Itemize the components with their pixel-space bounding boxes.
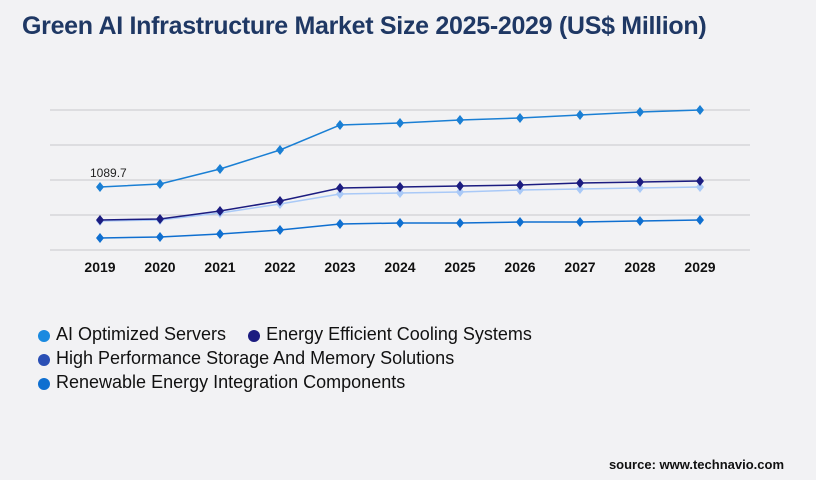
x-tick-label: 2025 bbox=[444, 259, 475, 275]
legend-label: Energy Efficient Cooling Systems bbox=[266, 323, 532, 344]
data-point bbox=[276, 195, 284, 206]
data-point bbox=[576, 110, 584, 121]
data-point bbox=[396, 218, 404, 229]
data-point bbox=[216, 205, 224, 216]
data-point bbox=[456, 187, 464, 198]
data-label: 1089.7 bbox=[90, 166, 127, 180]
data-point bbox=[696, 215, 704, 225]
legend-item-renewable: Renewable Energy Integration Components bbox=[38, 372, 405, 393]
data-point bbox=[516, 180, 524, 191]
data-point bbox=[156, 178, 164, 189]
data-point bbox=[456, 115, 464, 125]
data-point bbox=[456, 181, 464, 192]
data-point bbox=[576, 184, 584, 195]
data-point bbox=[396, 181, 404, 192]
data-point bbox=[696, 175, 704, 186]
data-point bbox=[216, 164, 224, 175]
data-point bbox=[336, 218, 344, 229]
source-note: source: www.technavio.com bbox=[608, 457, 784, 472]
data-point bbox=[576, 217, 584, 228]
x-tick-label: 2022 bbox=[264, 259, 295, 275]
x-tick-label: 2019 bbox=[84, 259, 115, 275]
x-tick-label: 2024 bbox=[384, 259, 415, 275]
data-point bbox=[636, 177, 644, 188]
data-point bbox=[336, 188, 344, 199]
x-tick-label: 2026 bbox=[504, 259, 535, 275]
data-point bbox=[156, 231, 164, 242]
data-point bbox=[216, 228, 224, 239]
data-point bbox=[696, 105, 704, 115]
data-point bbox=[336, 120, 344, 131]
x-tick-label: 2029 bbox=[684, 259, 715, 275]
data-point bbox=[456, 218, 464, 229]
x-tick-label: 2020 bbox=[144, 259, 175, 275]
chart-title: Green AI Infrastructure Market Size 2025… bbox=[22, 12, 707, 40]
legend-item-cooling: Energy Efficient Cooling Systems bbox=[248, 324, 532, 345]
legend-item-storage: High Performance Storage And Memory Solu… bbox=[38, 348, 454, 369]
data-point bbox=[336, 182, 344, 193]
legend-marker bbox=[248, 329, 261, 342]
data-point bbox=[576, 178, 584, 189]
legend-marker bbox=[38, 329, 50, 342]
data-point bbox=[96, 182, 104, 193]
data-point bbox=[636, 215, 644, 226]
data-point bbox=[276, 225, 284, 235]
line-chart: 2019 2020 2021 2022 2023 2024 2025 2026 2027 2028… bbox=[50, 105, 750, 275]
data-point bbox=[636, 107, 644, 118]
legend-item-ai-servers: AI Optimized Servers bbox=[38, 324, 226, 345]
x-tick-label: 2023 bbox=[324, 259, 355, 275]
x-tick-label: 2027 bbox=[564, 259, 595, 275]
legend-label: Renewable Energy Integration Components bbox=[56, 371, 406, 392]
data-point bbox=[396, 188, 404, 199]
legend: AI Optimized Servers Energy Efficient Co… bbox=[38, 322, 554, 394]
data-point bbox=[276, 145, 284, 155]
legend-marker bbox=[38, 377, 50, 390]
data-point bbox=[636, 182, 644, 193]
data-point bbox=[516, 217, 524, 228]
data-point bbox=[516, 112, 524, 123]
data-point bbox=[96, 215, 104, 225]
legend-marker bbox=[38, 353, 50, 366]
data-point bbox=[396, 118, 404, 129]
data-point bbox=[696, 181, 704, 192]
x-tick-label: 2028 bbox=[624, 259, 655, 275]
legend-label: AI Optimized Servers bbox=[56, 323, 227, 344]
legend-label: High Performance Storage And Memory Solu… bbox=[56, 347, 455, 368]
data-point bbox=[96, 232, 104, 243]
x-tick-label: 2021 bbox=[204, 259, 235, 275]
data-point bbox=[156, 214, 164, 225]
